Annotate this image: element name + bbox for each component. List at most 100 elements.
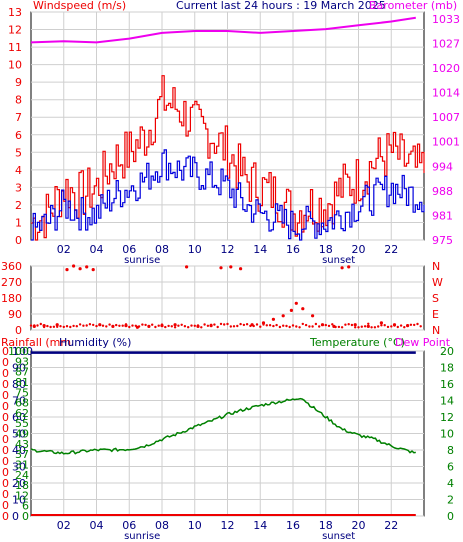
direction-point xyxy=(177,324,180,327)
x-tick-label: 16 xyxy=(286,519,300,532)
direction-point xyxy=(65,325,69,328)
direction-point xyxy=(331,323,334,326)
rainfall-tick-label: 0 xyxy=(2,444,9,457)
direction-point xyxy=(347,323,350,326)
y-right-tick-label: 14 xyxy=(440,395,454,408)
y-tick-label: 1 xyxy=(15,216,22,229)
rainfall-tick-label: 0 xyxy=(2,422,9,435)
direction-point xyxy=(128,325,131,329)
direction-point xyxy=(98,323,102,326)
direction-point xyxy=(91,268,95,272)
direction-point xyxy=(229,265,233,269)
direction-point xyxy=(360,325,363,328)
direction-point xyxy=(170,325,173,328)
x-tick-label: 12 xyxy=(221,519,235,532)
direction-point xyxy=(271,317,275,321)
humidity-axis-title: Humidity (%) xyxy=(59,336,131,349)
direction-point xyxy=(419,325,422,328)
temperature-left-tick-label: 81 xyxy=(15,376,29,389)
y-tick-label: 2 xyxy=(15,199,22,212)
direction-point xyxy=(144,323,147,327)
direction-point xyxy=(85,265,89,269)
dewpoint-axis-title: Dew Point xyxy=(395,336,451,349)
direction-point xyxy=(39,322,42,326)
temperature-left-tick-label: 55 xyxy=(15,417,29,430)
direction-point xyxy=(78,323,82,326)
direction-point xyxy=(115,323,118,327)
x-tick-label: 16 xyxy=(286,243,300,256)
direction-point xyxy=(55,323,59,327)
direction-point xyxy=(157,324,160,327)
direction-point xyxy=(59,325,62,328)
y-tick-label: 10 xyxy=(8,59,22,72)
direction-point xyxy=(213,323,216,326)
x-tick-label: 22 xyxy=(384,243,398,256)
direction-point xyxy=(249,324,252,328)
barometer-line xyxy=(30,16,416,44)
direction-point xyxy=(137,325,141,328)
y-tick-label: 11 xyxy=(8,41,22,54)
direction-point xyxy=(56,325,59,328)
y-right-tick-label: 994 xyxy=(432,160,453,173)
direction-point xyxy=(268,324,272,327)
direction-point xyxy=(245,323,249,326)
humidity-tick-label: 90 xyxy=(12,362,26,375)
direction-point xyxy=(105,325,108,328)
rainfall-axis-title: Rainfall (mm xyxy=(1,336,71,349)
humidity-tick-label: 80 xyxy=(12,378,26,391)
direction-point xyxy=(298,326,301,329)
y-tick-label: 9 xyxy=(15,76,22,89)
direction-point xyxy=(200,326,203,329)
direction-point xyxy=(265,324,268,327)
x-tick-label: 08 xyxy=(155,519,169,532)
direction-point xyxy=(219,266,223,270)
temperature-line xyxy=(30,397,416,455)
direction-point xyxy=(223,323,226,326)
y-right-tick-label: 6 xyxy=(447,461,454,474)
direction-point xyxy=(340,326,344,329)
y-tick-label: 13 xyxy=(8,6,22,19)
temperature-left-tick-label: 6 xyxy=(22,500,29,513)
direction-point xyxy=(281,314,285,318)
direction-point xyxy=(370,326,373,329)
direction-point xyxy=(318,325,321,328)
direction-point xyxy=(49,325,52,329)
y-tick-label: 270 xyxy=(1,276,22,289)
y-tick-label: 8 xyxy=(15,94,22,107)
y-tick-label: 0 xyxy=(15,234,22,247)
temperature-axis-title: Temperature (°C) xyxy=(309,336,405,349)
y-right-tick-label: 20 xyxy=(440,345,454,358)
direction-point xyxy=(373,326,377,329)
direction-point xyxy=(209,323,213,326)
direction-point xyxy=(311,325,314,328)
direction-point xyxy=(242,323,246,327)
direction-point xyxy=(379,321,383,325)
direction-point xyxy=(354,326,357,329)
humidity-tick-label: 70 xyxy=(12,395,26,408)
direction-point xyxy=(78,267,82,271)
humidity-tick-label: 100 xyxy=(12,345,33,358)
direction-point xyxy=(409,323,413,326)
direction-point xyxy=(121,324,124,327)
direction-point xyxy=(190,324,193,327)
rainfall-tick-label: 0 xyxy=(2,466,9,479)
humidity-tick-label: 10 xyxy=(12,494,26,507)
y-right-tick-label: 8 xyxy=(447,444,454,457)
y-right-tick-label: 10 xyxy=(440,428,454,441)
humidity-tick-label: 40 xyxy=(12,444,26,457)
direction-point xyxy=(285,324,288,328)
y-right-tick-label: 975 xyxy=(432,234,453,247)
wind-gust-line xyxy=(31,75,425,241)
direction-point xyxy=(337,325,341,329)
direction-point xyxy=(183,325,187,328)
direction-point xyxy=(314,322,318,326)
direction-point xyxy=(46,324,49,328)
direction-point xyxy=(406,324,409,327)
direction-point xyxy=(95,324,98,328)
barometer-axis-title: Barometer (mb) xyxy=(369,0,457,12)
direction-point xyxy=(275,323,278,327)
rainfall-tick-label: 0 xyxy=(2,499,9,512)
direction-point xyxy=(236,324,239,328)
direction-point xyxy=(29,324,33,327)
